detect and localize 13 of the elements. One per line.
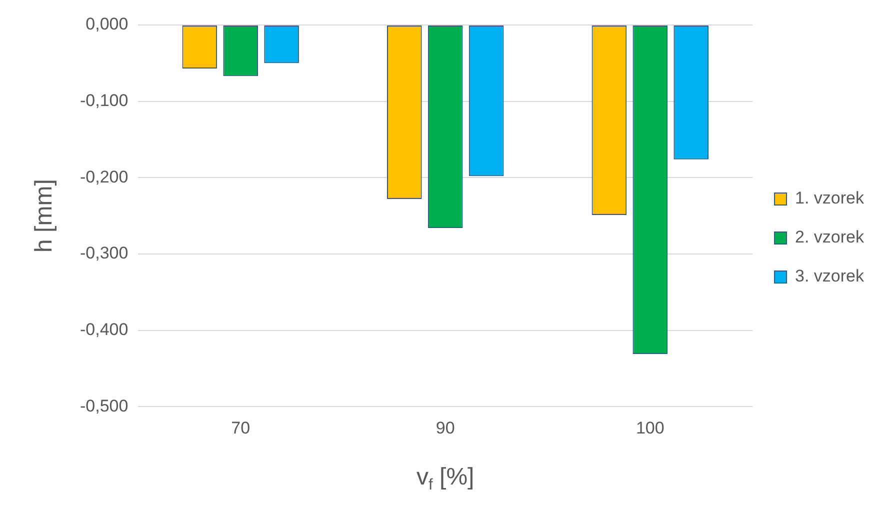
y-tick-label: -0,100 [80,91,128,110]
x-tick-label: 70 [231,418,250,438]
y-tick-label: -0,200 [80,167,128,186]
legend-label: 3. vzorek [795,266,864,286]
x-tick-label: 90 [436,418,455,438]
y-axis-title: h [mm] [30,179,58,252]
y-tick-label: -0,300 [80,244,128,263]
legend-label: 1. vzorek [795,188,864,208]
legend-label: 2. vzorek [795,228,864,247]
y-tick-label: -0,500 [80,396,128,416]
y-tick-label: 0,000 [86,14,128,34]
y-tick-label: -0,400 [80,320,128,339]
x-tick-label: 100 [636,418,664,438]
